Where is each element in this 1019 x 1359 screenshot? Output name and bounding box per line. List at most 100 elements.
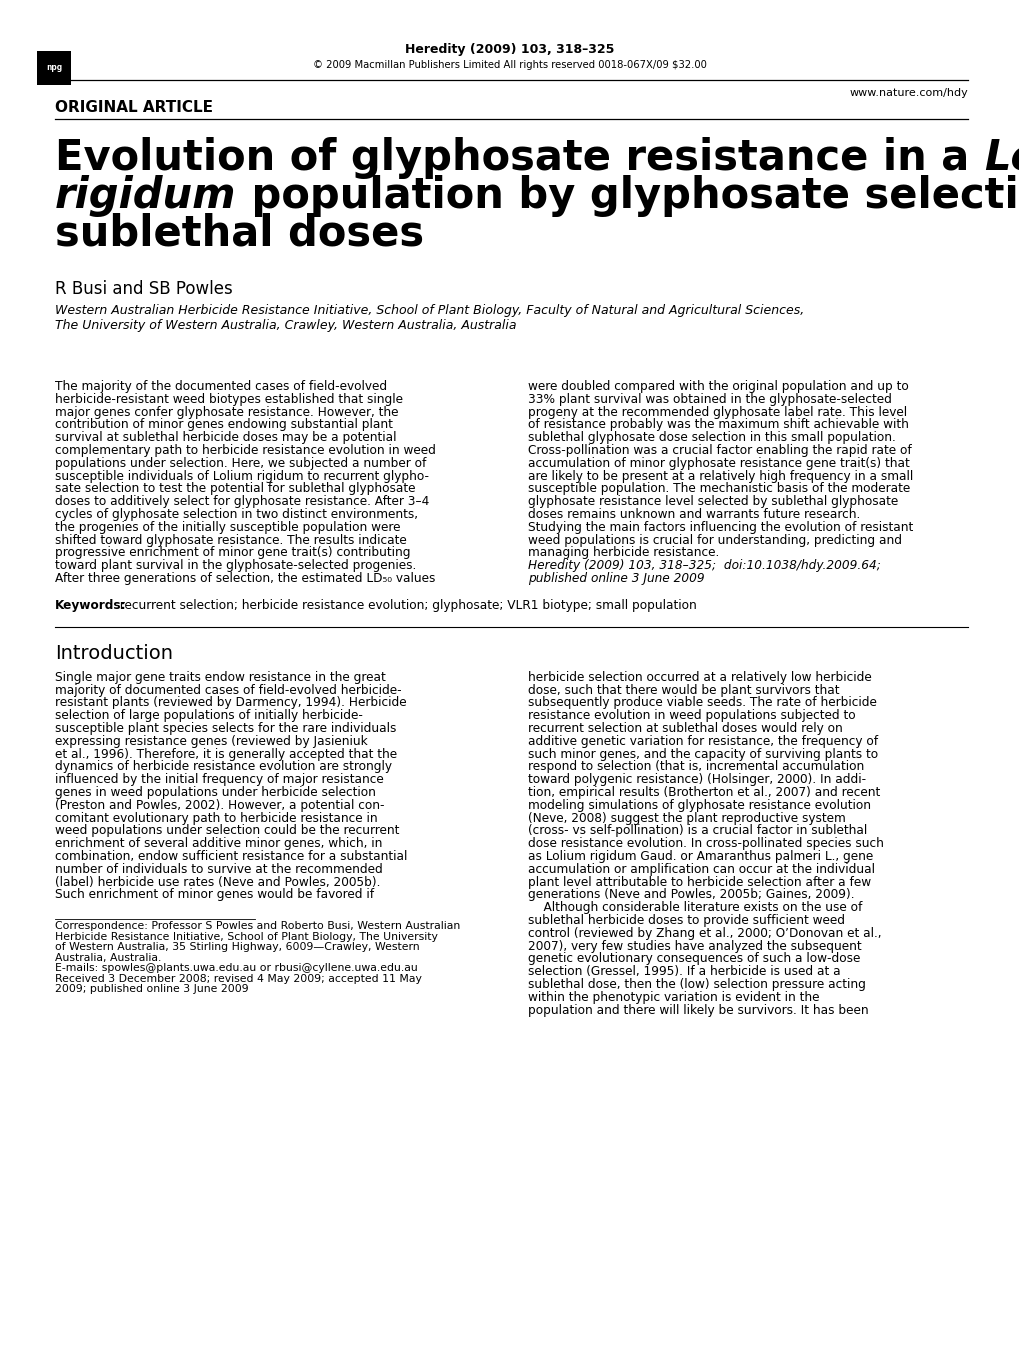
Text: survival at sublethal herbicide doses may be a potential: survival at sublethal herbicide doses ma… [55, 431, 396, 444]
Text: selection (Gressel, 1995). If a herbicide is used at a: selection (Gressel, 1995). If a herbicid… [528, 965, 840, 978]
Text: comitant evolutionary path to herbicide resistance in: comitant evolutionary path to herbicide … [55, 811, 377, 825]
Text: herbicide-resistant weed biotypes established that single: herbicide-resistant weed biotypes establ… [55, 393, 403, 406]
Text: E-mails: spowles@plants.uwa.edu.au or rbusi@cyllene.uwa.edu.au: E-mails: spowles@plants.uwa.edu.au or rb… [55, 964, 418, 973]
Text: number of individuals to survive at the recommended: number of individuals to survive at the … [55, 863, 382, 875]
Text: ORIGINAL ARTICLE: ORIGINAL ARTICLE [55, 101, 213, 116]
Text: (cross- vs self-pollination) is a crucial factor in sublethal: (cross- vs self-pollination) is a crucia… [528, 825, 866, 837]
Text: are likely to be present at a relatively high frequency in a small: are likely to be present at a relatively… [528, 470, 912, 482]
Text: The University of Western Australia, Crawley, Western Australia, Australia: The University of Western Australia, Cra… [55, 319, 516, 332]
Text: weed populations under selection could be the recurrent: weed populations under selection could b… [55, 825, 399, 837]
Text: www.nature.com/hdy: www.nature.com/hdy [849, 88, 967, 98]
Text: respond to selection (that is, incremental accumulation: respond to selection (that is, increment… [528, 761, 863, 773]
Text: et al., 1996). Therefore, it is generally accepted that the: et al., 1996). Therefore, it is generall… [55, 747, 396, 761]
Text: major genes confer glyphosate resistance. However, the: major genes confer glyphosate resistance… [55, 405, 398, 419]
Text: The majority of the documented cases of field-evolved: The majority of the documented cases of … [55, 381, 387, 393]
Text: were doubled compared with the original population and up to: were doubled compared with the original … [528, 381, 908, 393]
Text: generations (Neve and Powles, 2005b; Gaines, 2009).: generations (Neve and Powles, 2005b; Gai… [528, 889, 854, 901]
Text: enrichment of several additive minor genes, which, in: enrichment of several additive minor gen… [55, 837, 382, 851]
Text: dose, such that there would be plant survivors that: dose, such that there would be plant sur… [528, 684, 839, 697]
Text: sublethal doses: sublethal doses [55, 213, 424, 255]
Text: 33% plant survival was obtained in the glyphosate-selected: 33% plant survival was obtained in the g… [528, 393, 891, 406]
Text: dose resistance evolution. In cross-pollinated species such: dose resistance evolution. In cross-poll… [528, 837, 883, 851]
Text: sublethal dose, then the (low) selection pressure acting: sublethal dose, then the (low) selection… [528, 978, 865, 991]
Text: such minor genes, and the capacity of surviving plants to: such minor genes, and the capacity of su… [528, 747, 877, 761]
Text: Studying the main factors influencing the evolution of resistant: Studying the main factors influencing th… [528, 520, 912, 534]
Text: cycles of glyphosate selection in two distinct environments,: cycles of glyphosate selection in two di… [55, 508, 418, 520]
Text: of Western Australia, 35 Stirling Highway, 6009—Crawley, Western: of Western Australia, 35 Stirling Highwa… [55, 942, 419, 953]
Text: Although considerable literature exists on the use of: Although considerable literature exists … [528, 901, 861, 915]
Text: accumulation or amplification can occur at the individual: accumulation or amplification can occur … [528, 863, 874, 875]
Text: combination, endow sufficient resistance for a substantial: combination, endow sufficient resistance… [55, 849, 407, 863]
Text: genetic evolutionary consequences of such a low-dose: genetic evolutionary consequences of suc… [528, 953, 860, 965]
Text: majority of documented cases of field-evolved herbicide-: majority of documented cases of field-ev… [55, 684, 401, 697]
Text: susceptible population. The mechanistic basis of the moderate: susceptible population. The mechanistic … [528, 482, 909, 496]
Text: Western Australian Herbicide Resistance Initiative, School of Plant Biology, Fac: Western Australian Herbicide Resistance … [55, 304, 803, 317]
Text: additive genetic variation for resistance, the frequency of: additive genetic variation for resistanc… [528, 735, 877, 747]
Text: dynamics of herbicide resistance evolution are strongly: dynamics of herbicide resistance evoluti… [55, 761, 391, 773]
Text: influenced by the initial frequency of major resistance: influenced by the initial frequency of m… [55, 773, 383, 787]
Text: progeny at the recommended glyphosate label rate. This level: progeny at the recommended glyphosate la… [528, 405, 906, 419]
Text: glyphosate resistance level selected by sublethal glyphosate: glyphosate resistance level selected by … [528, 495, 898, 508]
Text: the progenies of the initially susceptible population were: the progenies of the initially susceptib… [55, 520, 400, 534]
Text: R Busi and SB Powles: R Busi and SB Powles [55, 280, 232, 298]
Text: expressing resistance genes (reviewed by Jasieniuk: expressing resistance genes (reviewed by… [55, 735, 368, 747]
Text: Correspondence: Professor S Powles and Roberto Busi, Western Australian: Correspondence: Professor S Powles and R… [55, 921, 460, 931]
Text: complementary path to herbicide resistance evolution in weed: complementary path to herbicide resistan… [55, 444, 435, 457]
Text: doses to additively select for glyphosate resistance. After 3–4: doses to additively select for glyphosat… [55, 495, 429, 508]
Text: doses remains unknown and warrants future research.: doses remains unknown and warrants futur… [528, 508, 859, 520]
Text: herbicide selection occurred at a relatively low herbicide: herbicide selection occurred at a relati… [528, 671, 871, 684]
Text: susceptible individuals of Lolium rigidum to recurrent glypho-: susceptible individuals of Lolium rigidu… [55, 470, 429, 482]
Text: susceptible plant species selects for the rare individuals: susceptible plant species selects for th… [55, 722, 396, 735]
Text: 2007), very few studies have analyzed the subsequent: 2007), very few studies have analyzed th… [528, 939, 861, 953]
Text: control (reviewed by Zhang et al., 2000; O’Donovan et al.,: control (reviewed by Zhang et al., 2000;… [528, 927, 880, 940]
Text: Herbicide Resistance Initiative, School of Plant Biology, The University: Herbicide Resistance Initiative, School … [55, 932, 437, 942]
Text: selection of large populations of initially herbicide-: selection of large populations of initia… [55, 709, 363, 722]
FancyBboxPatch shape [37, 52, 71, 86]
Text: modeling simulations of glyphosate resistance evolution: modeling simulations of glyphosate resis… [528, 799, 870, 811]
Text: 2009; published online 3 June 2009: 2009; published online 3 June 2009 [55, 984, 249, 995]
Text: shifted toward glyphosate resistance. The results indicate: shifted toward glyphosate resistance. Th… [55, 534, 407, 546]
Text: rigidum: rigidum [55, 175, 236, 217]
Text: Such enrichment of minor genes would be favored if: Such enrichment of minor genes would be … [55, 889, 374, 901]
Text: published online 3 June 2009: published online 3 June 2009 [528, 572, 704, 584]
Text: accumulation of minor glyphosate resistance gene trait(s) that: accumulation of minor glyphosate resista… [528, 457, 909, 470]
Text: toward plant survival in the glyphosate-selected progenies.: toward plant survival in the glyphosate-… [55, 559, 416, 572]
Text: as Lolium rigidum Gaud. or Amaranthus palmeri L., gene: as Lolium rigidum Gaud. or Amaranthus pa… [528, 849, 872, 863]
Text: resistance evolution in weed populations subjected to: resistance evolution in weed populations… [528, 709, 855, 722]
Text: sublethal herbicide doses to provide sufficient weed: sublethal herbicide doses to provide suf… [528, 915, 844, 927]
Text: Heredity (2009) 103, 318–325: Heredity (2009) 103, 318–325 [405, 43, 614, 57]
Text: recurrent selection; herbicide resistance evolution; glyphosate; VLR1 biotype; s: recurrent selection; herbicide resistanc… [112, 599, 696, 612]
Text: Cross-pollination was a crucial factor enabling the rapid rate of: Cross-pollination was a crucial factor e… [528, 444, 911, 457]
Text: managing herbicide resistance.: managing herbicide resistance. [528, 546, 718, 560]
Text: npg: npg [46, 64, 62, 72]
Text: within the phenotypic variation is evident in the: within the phenotypic variation is evide… [528, 991, 818, 1004]
Text: Australia, Australia.: Australia, Australia. [55, 953, 161, 962]
Text: progressive enrichment of minor gene trait(s) contributing: progressive enrichment of minor gene tra… [55, 546, 410, 560]
Text: resistant plants (reviewed by Darmency, 1994). Herbicide: resistant plants (reviewed by Darmency, … [55, 696, 407, 709]
Text: of resistance probably was the maximum shift achievable with: of resistance probably was the maximum s… [528, 419, 908, 431]
Text: (Preston and Powles, 2002). However, a potential con-: (Preston and Powles, 2002). However, a p… [55, 799, 384, 811]
Text: Lolium: Lolium [982, 137, 1019, 179]
Text: (Neve, 2008) suggest the plant reproductive system: (Neve, 2008) suggest the plant reproduct… [528, 811, 845, 825]
Text: sate selection to test the potential for sublethal glyphosate: sate selection to test the potential for… [55, 482, 415, 496]
Text: plant level attributable to herbicide selection after a few: plant level attributable to herbicide se… [528, 875, 870, 889]
Text: recurrent selection at sublethal doses would rely on: recurrent selection at sublethal doses w… [528, 722, 842, 735]
Text: weed populations is crucial for understanding, predicting and: weed populations is crucial for understa… [528, 534, 901, 546]
Text: sublethal glyphosate dose selection in this small population.: sublethal glyphosate dose selection in t… [528, 431, 895, 444]
Text: population and there will likely be survivors. It has been: population and there will likely be surv… [528, 1003, 868, 1017]
Text: Single major gene traits endow resistance in the great: Single major gene traits endow resistanc… [55, 671, 385, 684]
Text: toward polygenic resistance) (Holsinger, 2000). In addi-: toward polygenic resistance) (Holsinger,… [528, 773, 865, 787]
Text: contribution of minor genes endowing substantial plant: contribution of minor genes endowing sub… [55, 419, 392, 431]
Text: After three generations of selection, the estimated LD₅₀ values: After three generations of selection, th… [55, 572, 435, 584]
Text: populations under selection. Here, we subjected a number of: populations under selection. Here, we su… [55, 457, 426, 470]
Text: subsequently produce viable seeds. The rate of herbicide: subsequently produce viable seeds. The r… [528, 696, 876, 709]
Text: Evolution of glyphosate resistance in a: Evolution of glyphosate resistance in a [55, 137, 982, 179]
Text: (label) herbicide use rates (Neve and Powles, 2005b).: (label) herbicide use rates (Neve and Po… [55, 875, 380, 889]
Text: genes in weed populations under herbicide selection: genes in weed populations under herbicid… [55, 786, 376, 799]
Text: population by glyphosate selection at: population by glyphosate selection at [236, 175, 1019, 217]
Text: Heredity (2009) 103, 318–325;  doi:10.1038/hdy.2009.64;: Heredity (2009) 103, 318–325; doi:10.103… [528, 559, 880, 572]
Text: tion, empirical results (Brotherton et al., 2007) and recent: tion, empirical results (Brotherton et a… [528, 786, 879, 799]
Text: Keywords:: Keywords: [55, 599, 126, 612]
Text: Introduction: Introduction [55, 644, 173, 663]
Text: Received 3 December 2008; revised 4 May 2009; accepted 11 May: Received 3 December 2008; revised 4 May … [55, 973, 422, 984]
